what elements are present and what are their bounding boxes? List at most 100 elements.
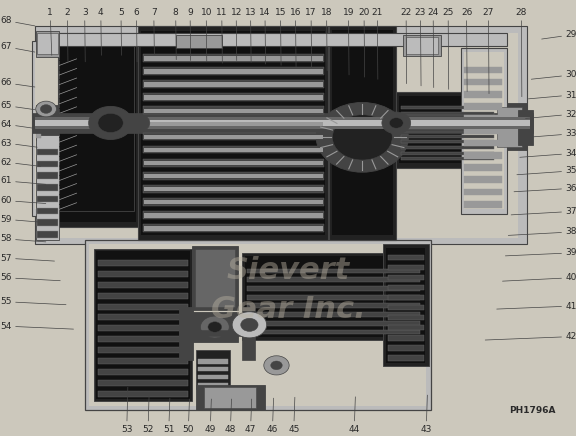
Text: 34: 34 [520,149,576,158]
Bar [98,260,188,266]
Text: 17: 17 [305,7,317,68]
Text: 16: 16 [290,7,301,67]
Bar [403,35,441,56]
Bar [464,91,502,98]
Bar [98,282,188,288]
Text: 21: 21 [372,7,383,79]
Text: 42: 42 [485,332,576,341]
Bar [43,33,518,238]
Text: 27: 27 [483,7,494,94]
Bar [144,148,323,152]
Text: 47: 47 [245,399,256,434]
Text: 14: 14 [259,7,271,64]
Bar [242,307,255,360]
Bar [98,293,188,299]
Bar [144,187,323,191]
Bar [245,256,422,337]
Bar [144,174,323,178]
Text: 32: 32 [525,110,576,119]
Text: 13: 13 [245,7,256,62]
Text: 11: 11 [216,7,228,63]
Bar [247,295,420,300]
Text: 8: 8 [173,7,179,60]
Text: 12: 12 [230,7,242,61]
Bar [144,213,323,218]
Bar [143,80,324,88]
Bar [464,52,504,209]
Text: Sievert: Sievert [226,256,350,285]
Text: 20: 20 [358,7,370,77]
Bar [464,152,502,159]
Bar [35,120,530,126]
Bar [37,231,58,238]
Bar [143,224,324,232]
Text: 40: 40 [502,273,576,282]
Bar [518,110,533,145]
Bar [464,140,502,146]
Bar [464,201,502,208]
Bar [401,152,494,155]
Circle shape [208,322,222,332]
Bar [464,79,502,85]
Bar [98,347,188,353]
Bar [198,367,228,371]
Bar [144,109,323,113]
Bar [138,26,328,240]
Text: 37: 37 [511,207,576,216]
Bar [144,82,323,87]
Bar [36,31,59,57]
Bar [401,140,494,143]
Bar [401,135,494,138]
Bar [332,30,393,235]
Bar [144,135,323,139]
Bar [247,286,420,291]
Circle shape [271,361,282,370]
Bar [195,249,235,307]
Bar [179,330,245,336]
Bar [192,312,238,342]
Bar [247,303,420,308]
Bar [247,277,420,282]
Bar [37,149,58,155]
Text: 23: 23 [415,7,426,86]
Bar [242,253,426,340]
Bar [464,164,502,171]
Bar [98,369,188,375]
Text: 54: 54 [0,322,74,330]
Text: 58: 58 [0,235,46,243]
Bar [96,251,190,399]
Bar [144,161,323,165]
Bar [204,387,256,408]
Text: 15: 15 [275,7,286,65]
Bar [196,350,230,389]
Bar [144,56,323,61]
Bar [386,248,425,363]
Text: 9: 9 [187,7,193,61]
Bar [143,93,324,101]
Bar [32,113,533,133]
Bar [144,69,323,74]
Bar [196,385,265,410]
Bar [141,31,325,235]
Bar [388,355,424,361]
Text: 33: 33 [522,129,576,138]
Circle shape [36,101,56,117]
Text: 5: 5 [118,7,124,55]
Bar [85,240,431,410]
Text: 57: 57 [0,254,55,262]
Bar [396,92,500,168]
Text: 60: 60 [0,196,46,205]
Bar [401,123,494,126]
Bar [464,67,502,73]
Bar [98,314,188,320]
Bar [247,269,420,273]
Text: 52: 52 [142,394,154,434]
Bar [32,26,533,244]
Bar [401,129,494,132]
Bar [406,37,438,54]
Bar [143,54,324,62]
Circle shape [264,356,289,375]
Bar [198,383,228,387]
Text: 28: 28 [516,7,527,97]
Bar [58,33,138,227]
